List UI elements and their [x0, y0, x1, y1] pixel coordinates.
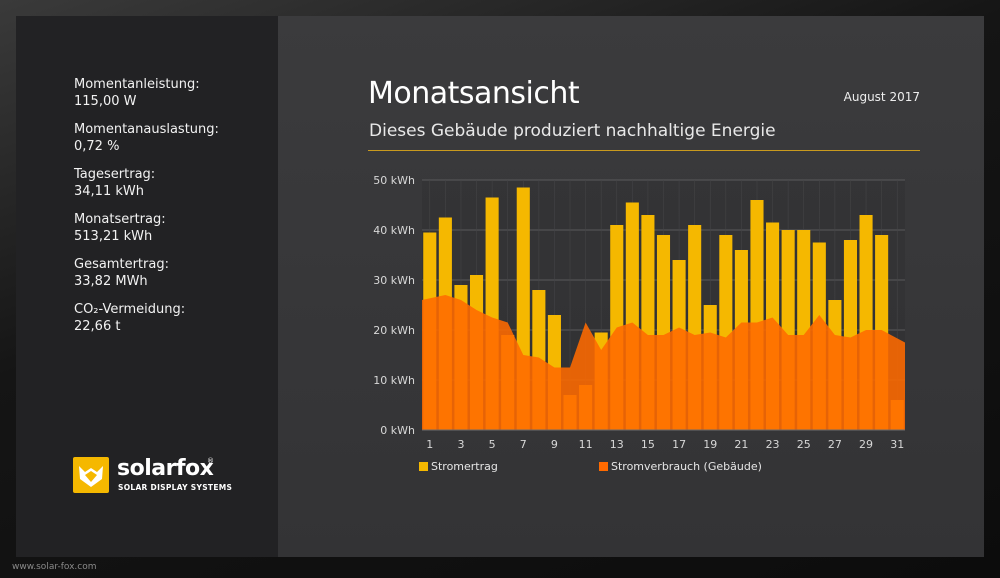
stat-monatsertrag: Monatsertrag: 513,21 kWh: [74, 211, 166, 245]
x-tick-label: 11: [579, 438, 593, 451]
stat-value: 33,82 MWh: [74, 274, 148, 289]
x-tick-label: 7: [520, 438, 527, 451]
stat-value: 115,00 W: [74, 94, 137, 109]
title-divider: [368, 150, 920, 151]
x-tick-label: 17: [672, 438, 686, 451]
registered-mark: ®: [207, 457, 214, 465]
x-tick-label: 1: [426, 438, 433, 451]
stats-sidebar: Momentanleistung: 115,00 W Momentanausla…: [16, 16, 278, 557]
footer-url: www.solar-fox.com: [12, 562, 97, 572]
stat-co2-vermeidung: CO₂-Vermeidung: 22,66 t: [74, 301, 185, 335]
legend-label: Stromertrag: [431, 460, 498, 473]
stat-label: Monatsertrag:: [74, 212, 166, 227]
legend-label: Stromverbrauch (Gebäude): [611, 460, 762, 473]
x-tick-label: 21: [734, 438, 748, 451]
stat-value: 22,66 t: [74, 319, 121, 334]
legend-item-stromertrag: Stromertrag: [419, 460, 498, 473]
period-label: August 2017: [843, 90, 920, 104]
stat-value: 513,21 kWh: [74, 229, 153, 244]
stat-gesamtertrag: Gesamtertrag: 33,82 MWh: [74, 256, 169, 290]
x-tick-label: 15: [641, 438, 655, 451]
stat-tagesertrag: Tagesertrag: 34,11 kWh: [74, 166, 155, 200]
x-tick-label: 5: [489, 438, 496, 451]
y-tick-label: 0 kWh: [380, 424, 415, 437]
x-tick-label: 27: [828, 438, 842, 451]
stat-momentanleistung: Momentanleistung: 115,00 W: [74, 76, 200, 110]
stat-value: 34,11 kWh: [74, 184, 144, 199]
x-tick-label: 25: [797, 438, 811, 451]
y-tick-label: 50 kWh: [373, 174, 415, 187]
x-tick-label: 31: [890, 438, 904, 451]
legend-item-stromverbrauch: Stromverbrauch (Gebäude): [599, 460, 762, 473]
stat-label: Momentanauslastung:: [74, 122, 219, 137]
main-panel: Monatsansicht August 2017 Dieses Gebäude…: [278, 16, 984, 557]
area-stromverbrauch: [422, 295, 905, 430]
page-title: Monatsansicht: [368, 76, 580, 111]
page-subtitle: Dieses Gebäude produziert nachhaltige En…: [369, 121, 776, 141]
x-tick-label: 23: [766, 438, 780, 451]
logo-wordmark: solarfox: [117, 456, 214, 481]
x-tick-label: 29: [859, 438, 873, 451]
stat-value: 0,72 %: [74, 139, 120, 154]
y-tick-label: 30 kWh: [373, 274, 415, 287]
display-screen: Momentanleistung: 115,00 W Momentanausla…: [16, 16, 984, 557]
y-tick-label: 20 kWh: [373, 324, 415, 337]
stat-momentanauslastung: Momentanauslastung: 0,72 %: [74, 121, 219, 155]
stat-label: Tagesertrag:: [74, 167, 156, 182]
x-tick-label: 3: [457, 438, 464, 451]
stat-label: Momentanleistung:: [74, 77, 200, 92]
fox-logo-icon: [73, 457, 109, 493]
x-tick-label: 19: [703, 438, 717, 451]
legend-swatch: [599, 462, 608, 471]
x-tick-label: 9: [551, 438, 558, 451]
solarfox-logo: solarfox ® SOLAR DISPLAY SYSTEMS: [73, 456, 233, 497]
stat-label: Gesamtertrag:: [74, 257, 169, 272]
monthly-chart: 0 kWh 10 kWh 20 kWh 30 kWh 40 kWh 50 kWh 1 3 5 7 9…: [338, 166, 938, 460]
y-tick-label: 10 kWh: [373, 374, 415, 387]
legend-swatch: [419, 462, 428, 471]
logo-tagline: SOLAR DISPLAY SYSTEMS: [118, 483, 233, 492]
x-tick-label: 13: [610, 438, 624, 451]
stat-label: CO₂-Vermeidung:: [74, 302, 186, 317]
y-tick-label: 40 kWh: [373, 224, 415, 237]
